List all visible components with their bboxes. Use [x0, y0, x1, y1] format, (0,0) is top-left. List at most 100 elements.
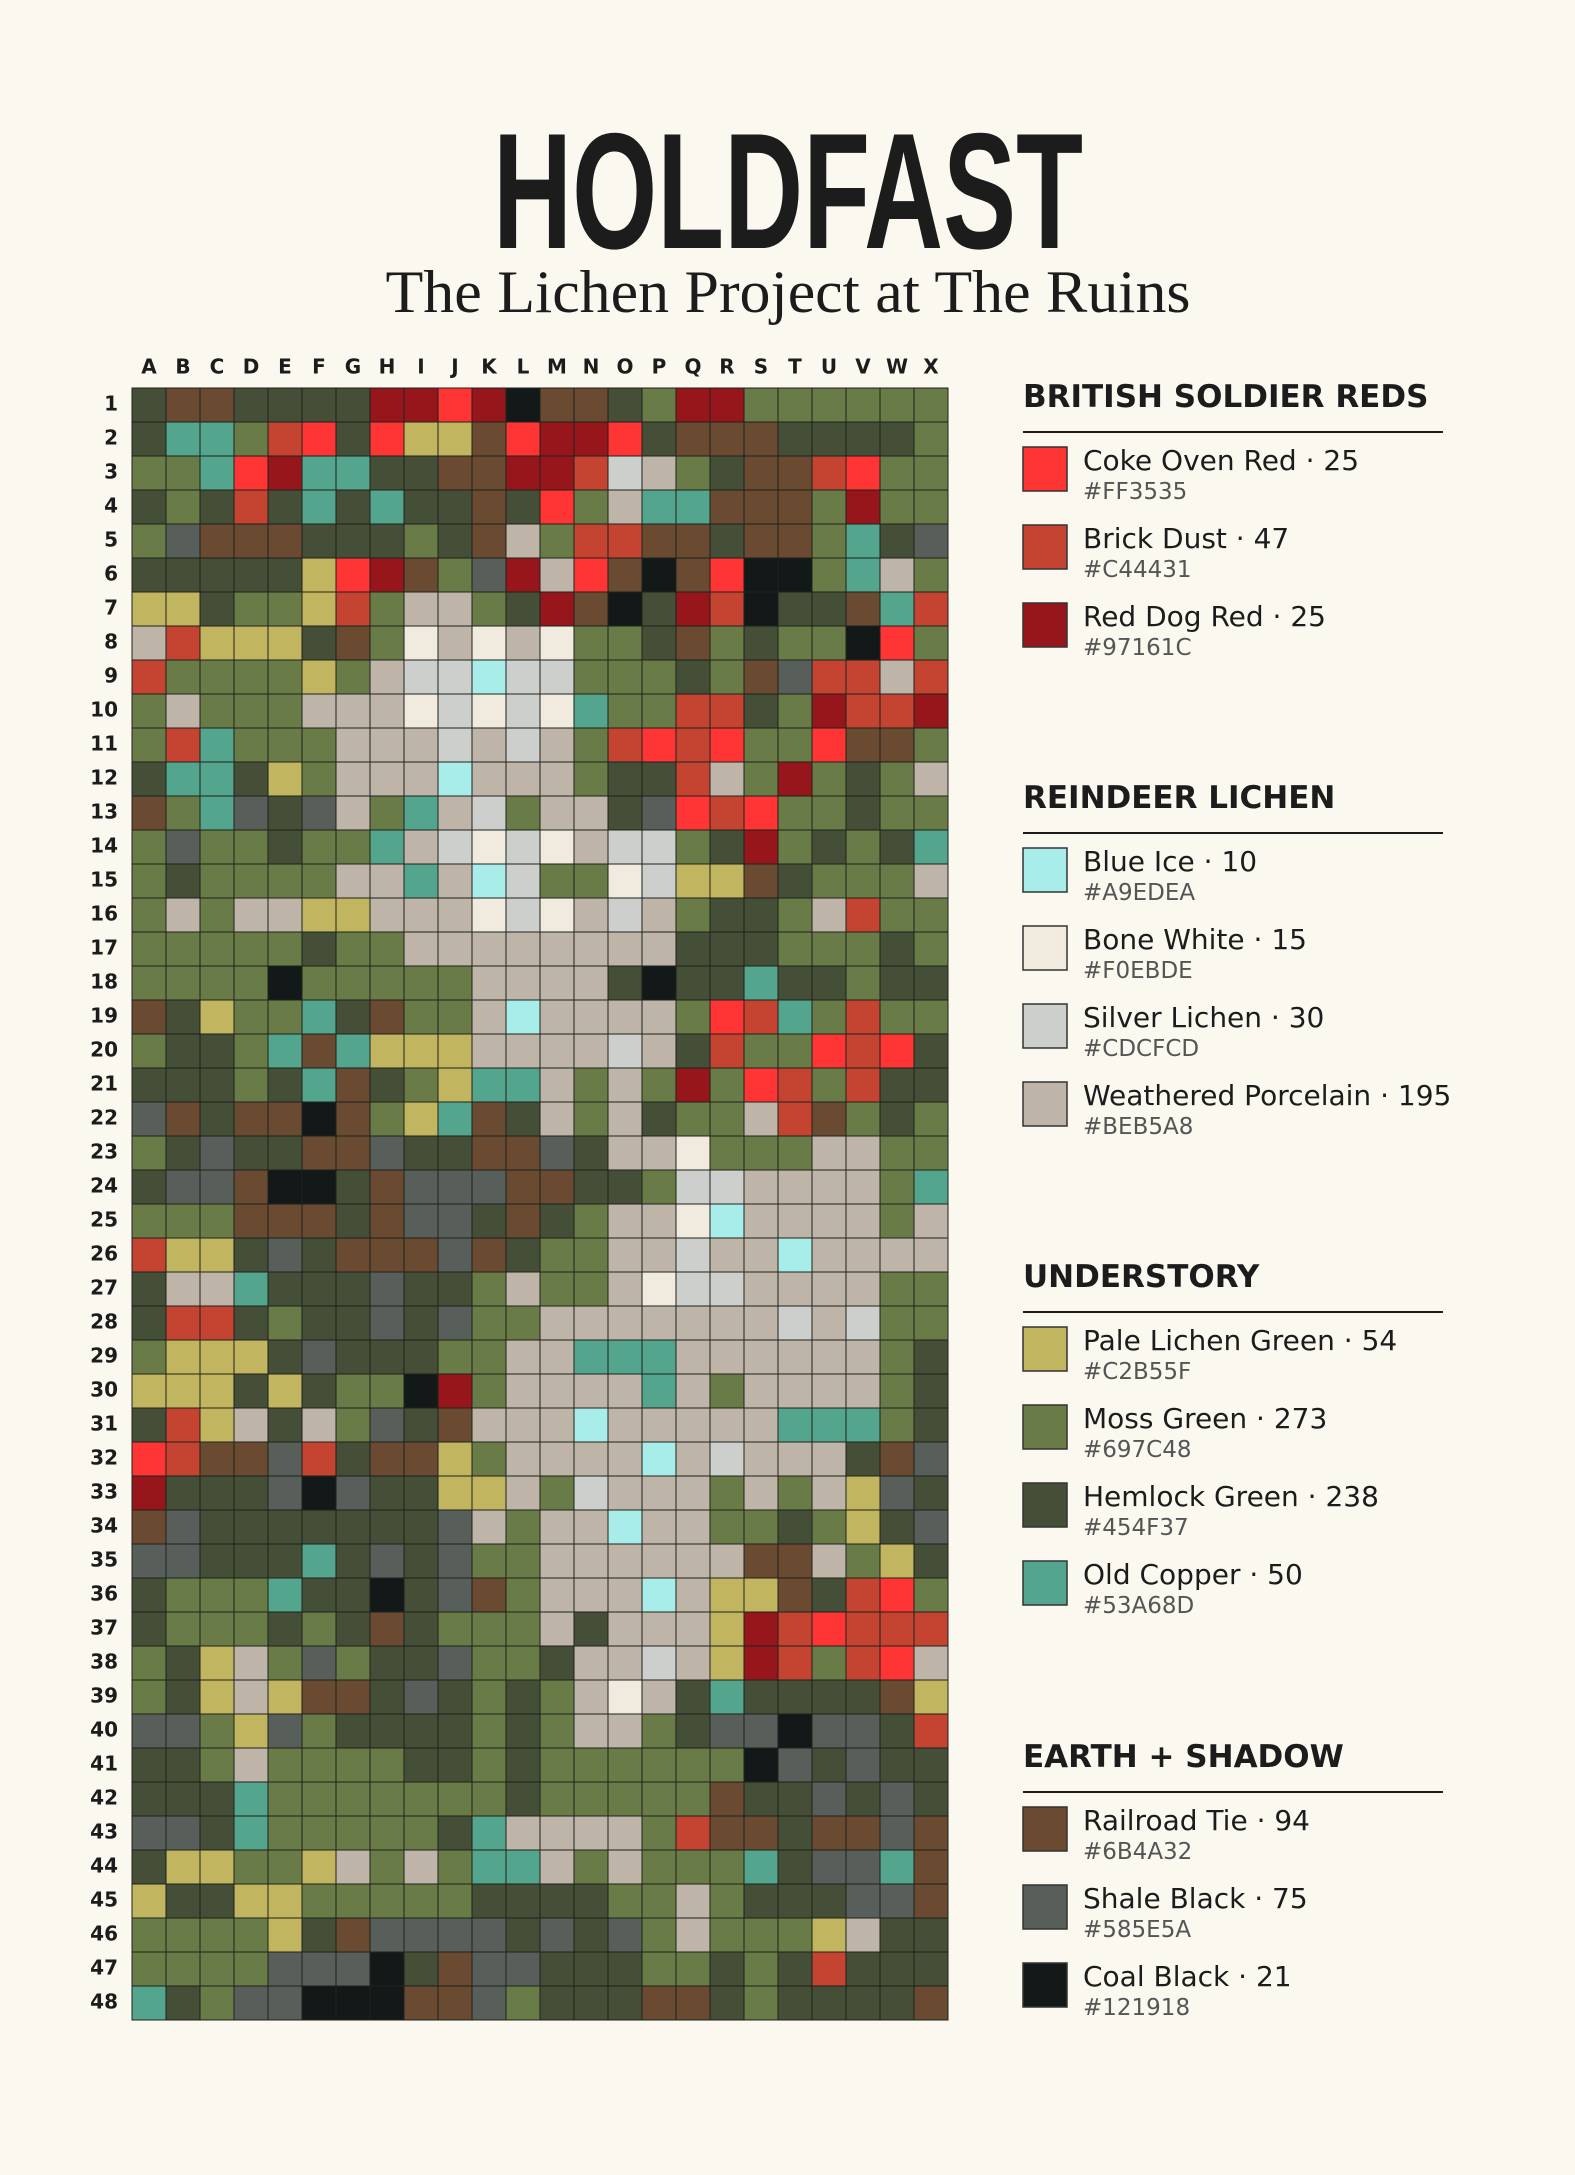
mosaic-cell [471, 829, 507, 865]
mosaic-cell [777, 1883, 813, 1919]
mosaic-cell [233, 1475, 269, 1511]
mosaic-cell [607, 1849, 643, 1885]
mosaic-cell [539, 387, 575, 423]
mosaic-cell [301, 523, 337, 559]
mosaic-cell [369, 1611, 405, 1647]
mosaic-cell [131, 1645, 167, 1681]
mosaic-cell [811, 761, 847, 797]
legend-label: Coke Oven Red · 25 [1083, 444, 1359, 477]
mosaic-cell [743, 795, 779, 831]
mosaic-cell [505, 1169, 541, 1205]
mosaic-cell [879, 1849, 915, 1885]
mosaic-cell [199, 1713, 235, 1749]
mosaic-cell [539, 1237, 575, 1273]
mosaic-cell [233, 1509, 269, 1545]
mosaic-cell [301, 1713, 337, 1749]
mosaic-cell [743, 1849, 779, 1885]
mosaic-cell [811, 1441, 847, 1477]
row-label: 11 [90, 732, 118, 756]
mosaic-cell [403, 1475, 439, 1511]
mosaic-cell [437, 999, 473, 1035]
mosaic-cell [471, 761, 507, 797]
mosaic-cell [743, 523, 779, 559]
mosaic-cell [913, 1407, 949, 1443]
mosaic-cell [437, 1135, 473, 1171]
mosaic-cell [913, 1509, 949, 1545]
mosaic-cell [267, 931, 303, 967]
mosaic-cell [369, 1407, 405, 1443]
mosaic-cell [573, 1577, 609, 1613]
mosaic-cell [811, 1679, 847, 1715]
mosaic-cell [811, 591, 847, 627]
mosaic-cell [369, 1543, 405, 1579]
mosaic-cell [879, 1373, 915, 1409]
mosaic-cell [301, 489, 337, 525]
mosaic-cell [165, 1509, 201, 1545]
mosaic-cell [301, 1883, 337, 1919]
mosaic-cell [777, 1815, 813, 1851]
mosaic-cell [641, 1169, 677, 1205]
mosaic-cell [913, 625, 949, 661]
mosaic-cell [709, 455, 745, 491]
mosaic-cell [675, 1781, 711, 1817]
legend-label: Brick Dust · 47 [1083, 522, 1289, 555]
mosaic-cell [131, 625, 167, 661]
mosaic-cell [573, 1237, 609, 1273]
mosaic-cell [403, 625, 439, 661]
mosaic-cell [301, 761, 337, 797]
mosaic-cell [267, 795, 303, 831]
mosaic-cell [743, 1033, 779, 1069]
mosaic-cell [709, 1883, 745, 1919]
mosaic-cell [403, 1067, 439, 1103]
mosaic-cell [505, 1305, 541, 1341]
mosaic-cell [777, 1135, 813, 1171]
mosaic-cell [913, 727, 949, 763]
mosaic-cell [131, 1883, 167, 1919]
mosaic-cell [879, 489, 915, 525]
mosaic-cell [131, 863, 167, 899]
mosaic-cell [709, 557, 745, 593]
mosaic-cell [165, 931, 201, 967]
legend-label: Blue Ice · 10 [1083, 845, 1257, 878]
mosaic-cell [811, 1101, 847, 1137]
mosaic-cell [709, 1441, 745, 1477]
mosaic-cell [743, 421, 779, 457]
mosaic-cell [743, 1441, 779, 1477]
mosaic-cell [471, 591, 507, 627]
mosaic-cell [845, 1271, 881, 1307]
mosaic-cell [879, 659, 915, 695]
mosaic-cell [675, 1237, 711, 1273]
mosaic-cell [165, 1985, 201, 2021]
mosaic-cell [845, 455, 881, 491]
row-label: 29 [90, 1344, 118, 1368]
mosaic-cell [743, 897, 779, 933]
legend-section-title: BRITISH SOLDIER REDS [1023, 379, 1428, 415]
mosaic-cell [675, 1305, 711, 1341]
mosaic-cell [301, 1407, 337, 1443]
mosaic-cell [913, 387, 949, 423]
mosaic-cell [267, 761, 303, 797]
mosaic-cell [573, 557, 609, 593]
mosaic-cell [471, 1849, 507, 1885]
mosaic-cell [573, 1713, 609, 1749]
mosaic-cell [743, 1373, 779, 1409]
mosaic-cell [709, 1611, 745, 1647]
mosaic-cell [777, 591, 813, 627]
mosaic-cell [369, 1679, 405, 1715]
mosaic-cell [607, 1169, 643, 1205]
mosaic-cell [403, 1407, 439, 1443]
mosaic-cell [641, 455, 677, 491]
mosaic-cell [845, 1203, 881, 1239]
mosaic-cell [369, 1849, 405, 1885]
mosaic-cell [369, 727, 405, 763]
mosaic-cell [607, 761, 643, 797]
mosaic-cell [879, 1237, 915, 1273]
mosaic-cell [471, 1135, 507, 1171]
mosaic-cell [607, 489, 643, 525]
mosaic-cell [437, 591, 473, 627]
mosaic-cell [335, 387, 371, 423]
mosaic-cell [743, 1475, 779, 1511]
mosaic-cell [233, 1407, 269, 1443]
mosaic-cell [437, 1169, 473, 1205]
